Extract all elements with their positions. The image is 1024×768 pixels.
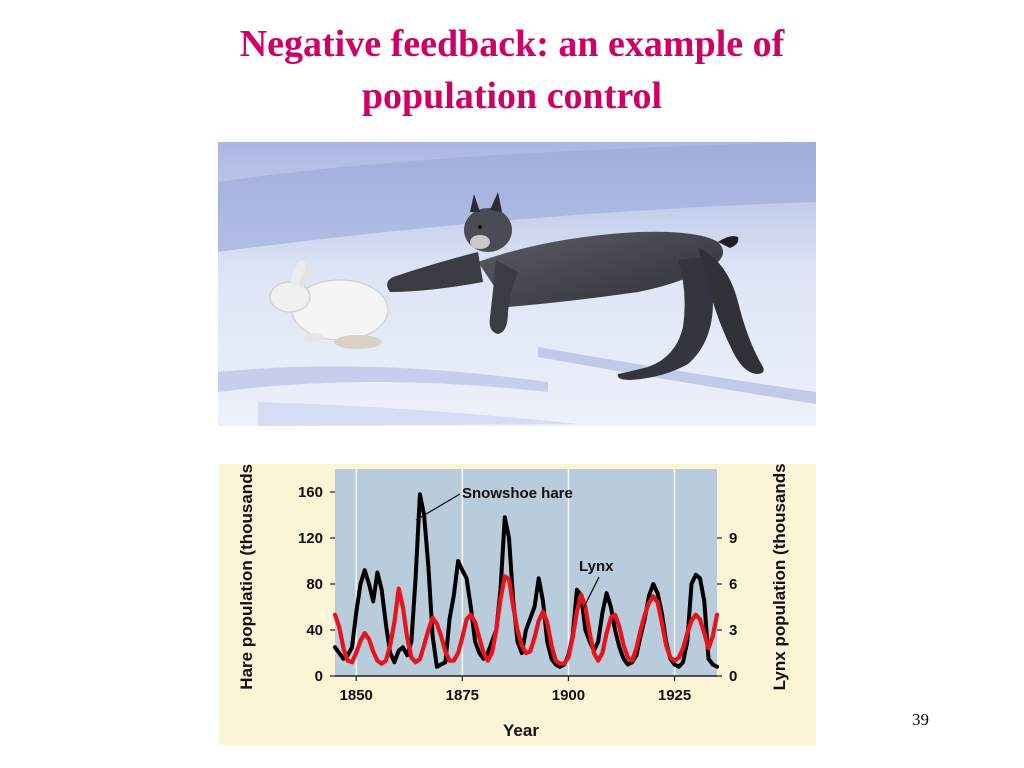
hare [269,259,389,349]
slide-title: Negative feedback: an example of populat… [80,18,944,122]
axis-ticks: 1850 1875 1900 1925 0 40 80 120 160 0 3 6 9 [298,484,737,704]
series-lines [332,492,720,669]
y-tick-label-left: 120 [298,530,323,547]
annotation-snowshoe-hare: Snowshoe hare [462,485,573,502]
annotation-lynx-pointer [582,576,600,610]
plot-area [335,469,717,676]
x-tick-label: 1875 [446,687,479,704]
y-tick-label-left: 40 [306,622,323,639]
x-tick-label: 1850 [340,687,373,704]
y-tick-label-right: 3 [729,622,737,639]
annotation-lynx: Lynx [579,558,614,575]
series-line-hare [333,492,719,669]
annotation-snowshoe-hare-pointer [415,493,461,521]
lynx-chasing-hare-photo [218,142,816,426]
y-tick-label-left: 0 [315,668,323,685]
chart-svg: 1850 1875 1900 1925 0 40 80 120 160 0 3 6 9 Hare pop… [219,458,816,745]
y-tick-label-right: 9 [729,530,737,547]
title-line-1: Negative feedback: an example of [239,23,785,65]
hare-lynx-chart: 1850 1875 1900 1925 0 40 80 120 160 0 3 6 9 Hare pop… [219,458,816,745]
y-tick-label-left: 80 [306,576,323,593]
x-tick-label: 1925 [658,687,691,704]
y-tick-label-right: 6 [729,576,737,593]
x-tick-label: 1900 [552,687,585,704]
slide-number: 39 [912,710,929,729]
y-tick-label-left: 160 [298,484,323,501]
title-line-2: population control [361,75,663,117]
y-tick-label-right: 0 [729,668,737,685]
x-axis-label: Year [503,721,539,740]
y-axis-label-left: Hare population (thousands) [237,464,256,690]
lynx [387,192,764,380]
photo-illustration [218,142,816,426]
series-line-lynx [332,574,720,666]
y-axis-label-right: Lynx population (thousands) [770,464,789,690]
